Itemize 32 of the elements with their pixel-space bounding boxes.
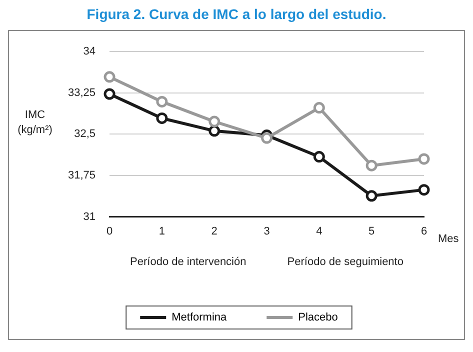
point bbox=[208, 116, 220, 128]
legend-label: Metformina bbox=[172, 312, 228, 324]
point bbox=[366, 160, 378, 172]
chart-title: Figura 2. Curva de IMC a lo largo del estudio. bbox=[86, 6, 388, 22]
point bbox=[418, 153, 430, 165]
x-tick-label: 3 bbox=[264, 225, 270, 238]
point bbox=[104, 71, 116, 83]
y-tick-label: 31,75 bbox=[68, 170, 96, 182]
point bbox=[156, 96, 168, 108]
y-axis-title: IMC (kg/m²) bbox=[18, 108, 52, 136]
x-tick-label: 0 bbox=[106, 225, 113, 238]
point bbox=[313, 151, 325, 163]
x-tick-label: 6 bbox=[420, 225, 428, 238]
y-tick-label: 32,5 bbox=[74, 128, 96, 140]
y-tick-label: 31 bbox=[83, 210, 96, 223]
text: Período de seguimiento bbox=[287, 256, 404, 268]
point bbox=[418, 184, 430, 196]
text: Período de intervención bbox=[130, 256, 246, 268]
x-tick-label: 4 bbox=[316, 225, 322, 238]
y-tick-label: 33,25 bbox=[68, 86, 96, 99]
point bbox=[104, 88, 116, 100]
y-tick-label: 34 bbox=[83, 46, 96, 58]
x-tick-label: 5 bbox=[368, 225, 375, 238]
point bbox=[156, 112, 168, 124]
point bbox=[313, 102, 325, 114]
point bbox=[208, 125, 220, 137]
x-tick-label: 1 bbox=[158, 225, 165, 238]
legend-label: Placebo bbox=[298, 312, 338, 324]
point bbox=[261, 132, 273, 144]
x-tick-label: 2 bbox=[211, 225, 218, 238]
point bbox=[366, 190, 378, 202]
x-axis-title: Mes bbox=[438, 232, 460, 245]
